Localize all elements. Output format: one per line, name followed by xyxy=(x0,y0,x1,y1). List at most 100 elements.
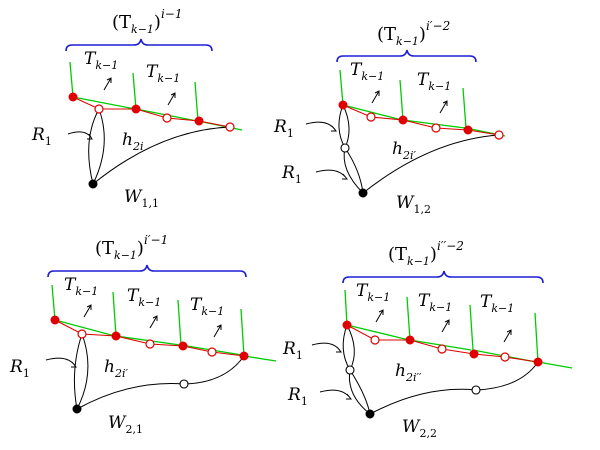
t-label-w11: Tk−1 xyxy=(84,49,118,72)
vertex-open-w12 xyxy=(366,112,376,122)
h-label-w22: h2i′′ xyxy=(395,361,422,384)
vertex-open-w21 xyxy=(145,339,155,349)
vertex-open-w11 xyxy=(94,104,104,114)
vertex-open-w22 xyxy=(370,335,380,345)
arrow-up-w11 xyxy=(103,77,112,91)
vertex-red-w11 xyxy=(68,92,78,102)
vertex-open-black-w21 xyxy=(179,379,189,389)
arrow-r1b-w22 xyxy=(319,389,353,400)
t-label-w21: Tk−1 xyxy=(190,295,224,318)
curve-right-w12 xyxy=(342,104,350,149)
r1-label-w12: R1 xyxy=(273,117,294,140)
arrow-up-w22 xyxy=(441,319,450,333)
w-label-w21: W2,1 xyxy=(108,413,143,436)
vertex-open-black-w22 xyxy=(345,365,355,375)
brace-w22 xyxy=(342,270,544,284)
r1-label-w22: R1 xyxy=(287,385,308,408)
curve-mid2-w22 xyxy=(349,369,371,415)
curve-long-w22 xyxy=(369,388,477,415)
vertex-root-w11 xyxy=(88,179,98,189)
vertex-red-w22 xyxy=(342,320,352,330)
vertex-open-black-w22 xyxy=(471,385,481,395)
curve-long2-w21 xyxy=(183,355,245,385)
w-label-w22: W2,2 xyxy=(402,417,437,440)
path-w11 xyxy=(72,96,231,128)
vertex-red-w22 xyxy=(533,357,543,367)
curve-long-w12 xyxy=(362,134,500,194)
brace-label-w22: (Tk−1)i′′−2 xyxy=(388,239,464,268)
vertex-root-w22 xyxy=(365,409,375,419)
w-label-w11: W1,1 xyxy=(124,187,159,210)
r1-label-w12: R1 xyxy=(281,163,302,186)
curve-left-w11 xyxy=(88,108,100,185)
arrow-r1-w11 xyxy=(67,131,93,140)
curve-left-w12 xyxy=(338,104,346,149)
tree-edges-w21 xyxy=(51,284,277,362)
vertex-root-w21 xyxy=(72,404,82,414)
brace-w11 xyxy=(65,38,213,52)
panel-w21: (Tk−1)i′−1 Tk−1 Tk−1 Tk−1 R xyxy=(9,233,277,436)
arrow-up-w11 xyxy=(167,92,176,106)
vertex-open-w21 xyxy=(207,347,217,357)
vertex-red-w21 xyxy=(50,315,60,325)
arrow-r1-w12 xyxy=(305,121,338,132)
brace-w21 xyxy=(47,264,247,278)
h-label-w12: h2i′ xyxy=(392,139,416,162)
brace-label-w11: (Tk−1)i−1 xyxy=(112,7,182,36)
panel-w12: (Tk−1)i′−2 Tk−1 Tk−1 R1 R1 h2i′ W xyxy=(273,19,506,216)
vertex-open-black-w12 xyxy=(340,143,350,153)
vertex-red-w11 xyxy=(194,116,204,126)
arrow-up-w21 xyxy=(149,315,158,329)
r1-label-w22: R1 xyxy=(282,339,303,362)
path-w12 xyxy=(342,104,500,136)
curve-mid2-w12 xyxy=(344,147,364,194)
vertex-red-w11 xyxy=(131,104,141,114)
vertex-root-w12 xyxy=(358,188,368,198)
arrow-r1-w21 xyxy=(45,357,78,368)
vertex-red-w22 xyxy=(469,349,479,359)
brace-w12 xyxy=(336,49,477,63)
curve-mid-w12 xyxy=(343,147,364,194)
vertex-red-w21 xyxy=(239,351,249,361)
curve-long2-w22 xyxy=(475,361,539,391)
vertex-open-w11 xyxy=(225,122,235,132)
w-label-w12: W1,2 xyxy=(396,193,431,216)
curve-long-w21 xyxy=(76,383,185,410)
t-label-w12: Tk−1 xyxy=(350,60,384,83)
vertex-open-w22 xyxy=(437,344,447,354)
t-label-w22: Tk−1 xyxy=(480,292,514,315)
curve-mid-w22 xyxy=(348,369,371,415)
t-label-w22: Tk−1 xyxy=(418,291,452,314)
vertex-open-w12 xyxy=(431,123,441,133)
arrow-up-w22 xyxy=(503,329,512,343)
vertex-red-w22 xyxy=(405,335,415,345)
panel-w11: (Tk−1)i−1 Tk−1 Tk−1 R1 h2i xyxy=(31,7,243,210)
vertex-open-w22 xyxy=(500,352,510,362)
arrow-up-w21 xyxy=(83,304,92,318)
panel-w22: (Tk−1)i′′−2 Tk−1 xyxy=(282,239,573,440)
brace-label-w12: (Tk−1)i′−2 xyxy=(377,19,450,48)
t-label-w12: Tk−1 xyxy=(417,70,451,93)
arrow-up-w12 xyxy=(439,100,448,114)
t-label-w21: Tk−1 xyxy=(64,275,98,298)
vertex-red-w21 xyxy=(111,331,121,341)
vertex-open-w11 xyxy=(162,113,172,123)
vertex-red-w21 xyxy=(178,341,188,351)
vertex-open-w21 xyxy=(77,329,87,339)
arrow-up-w12 xyxy=(371,90,380,104)
arrow-r1-w22 xyxy=(311,342,343,353)
h-label-w21: h2i′ xyxy=(104,357,128,380)
curve-long-w11 xyxy=(92,126,231,185)
t-label-w21: Tk−1 xyxy=(127,286,161,309)
r1-label-w11: R1 xyxy=(31,125,52,148)
vertex-red-w12 xyxy=(338,100,348,110)
vertex-red-w12 xyxy=(463,125,473,135)
curve-right-w22 xyxy=(346,324,355,371)
curve-right-w11 xyxy=(92,108,105,185)
arrow-up-w22 xyxy=(375,309,384,323)
t-label-w22: Tk−1 xyxy=(356,281,390,304)
t-label-w11: Tk−1 xyxy=(146,62,180,85)
r1-label-w21: R1 xyxy=(9,357,30,380)
